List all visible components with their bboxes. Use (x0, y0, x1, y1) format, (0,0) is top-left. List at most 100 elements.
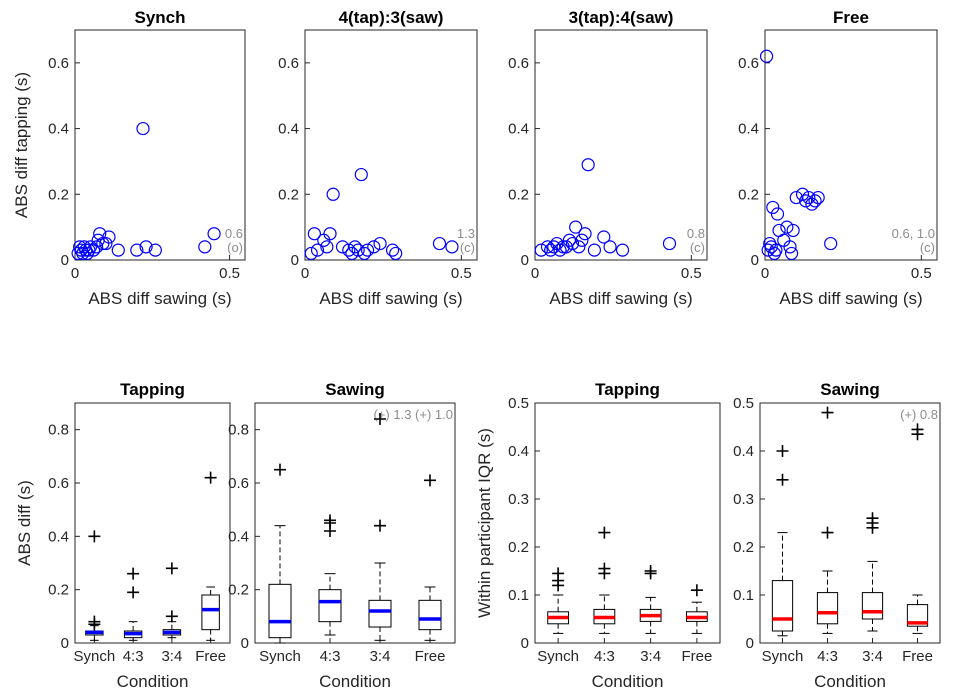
scatter-point (597, 230, 611, 244)
outlier-marker (127, 567, 140, 580)
y-tick-label: 0 (746, 635, 754, 652)
scatter-point (769, 243, 783, 257)
y-tick-label: 0.5 (733, 395, 754, 412)
y-tick-label: 0.8 (48, 422, 69, 439)
x-tick-label: Synch (537, 648, 579, 665)
y-tick-label: 0.6 (48, 55, 69, 72)
scatter-point (565, 236, 580, 251)
scatter-point (540, 240, 555, 254)
scatter-point (389, 246, 403, 261)
scatter-point (99, 236, 113, 251)
box (318, 589, 342, 623)
outlier-marker (644, 565, 657, 577)
x-axis-label: Condition (319, 672, 391, 691)
scatter-point (111, 243, 125, 257)
out-of-range-note: (+) 1.3 (+) 1.0 (374, 407, 453, 422)
out-of-range-note: 0.6, 1.0 (892, 226, 935, 241)
scatter-point (307, 227, 321, 241)
outlier-marker (776, 445, 789, 457)
x-tick-label: 0 (761, 265, 769, 282)
scatter-axes-4 (764, 29, 938, 261)
scatter-point (304, 246, 318, 261)
box (368, 599, 392, 628)
boxplot-axes-4 (759, 402, 941, 644)
scatter-point (136, 121, 150, 136)
scatter-point (348, 240, 362, 254)
scatter-point (198, 240, 212, 254)
scatter-point (786, 223, 800, 238)
box (201, 594, 220, 631)
scatter-point (357, 246, 372, 261)
x-tick-label: 0.5 (451, 265, 472, 282)
scatter-point (780, 220, 794, 234)
x-tick-label: Free (415, 648, 446, 665)
scatter-point (550, 236, 564, 251)
outlier-marker (165, 610, 178, 623)
scatter-point (373, 236, 387, 251)
boxplot-axes-2 (254, 402, 456, 644)
y-tick-label: 0.4 (508, 443, 529, 460)
boxplot-title: Sawing (820, 380, 880, 399)
scatter-point (90, 240, 104, 254)
scatter-point (207, 227, 221, 241)
boxplot-axes-3 (534, 402, 721, 644)
scatter-point (354, 167, 368, 182)
y-tick-label: 0.6 (738, 55, 759, 72)
y-axis-label: ABS diff (s) (15, 480, 34, 566)
y-tick-label: 0.2 (733, 539, 754, 556)
y-tick-label: 0 (521, 635, 529, 652)
scatter-point (544, 243, 558, 257)
y-axis-label: Within participant IQR (s) (475, 428, 494, 618)
scatter-point (385, 243, 400, 257)
y-tick-label: 0.2 (278, 186, 299, 203)
outlier-marker (204, 471, 217, 484)
outlier-marker (88, 530, 101, 543)
scatter-point (323, 227, 337, 241)
y-tick-label: 0.3 (508, 491, 529, 508)
x-axis-label: ABS diff sawing (s) (549, 289, 692, 308)
y-tick-label: 0.8 (228, 422, 249, 439)
x-tick-label: 0.5 (681, 265, 702, 282)
y-axis-label: ABS diff tapping (s) (12, 72, 31, 218)
scatter-point (93, 227, 107, 241)
y-tick-label: 0.2 (508, 539, 529, 556)
out-of-range-note: (c) (460, 240, 475, 255)
y-tick-label: 0.2 (48, 186, 69, 203)
outlier-marker (552, 567, 565, 580)
outlier-marker (374, 413, 386, 425)
y-tick-label: 0.2 (48, 582, 69, 599)
scatter-point (783, 240, 797, 254)
out-of-range-note: (c) (920, 240, 935, 255)
scatter-point (320, 240, 334, 254)
y-tick-label: 0.4 (278, 121, 299, 138)
scatter-title: Synch (134, 8, 185, 27)
boxplot-title: Tapping (120, 380, 185, 399)
scatter-point (317, 233, 331, 247)
scatter-point (662, 236, 677, 251)
scatter-point (811, 190, 825, 205)
x-tick-label: 4:3 (594, 648, 615, 665)
y-tick-label: 0.4 (48, 528, 69, 545)
scatter-point (766, 200, 780, 215)
box (861, 592, 884, 620)
scatter-title: 4(tap):3(saw) (339, 8, 444, 27)
x-axis-label: Condition (592, 672, 664, 691)
x-tick-label: 4:3 (123, 648, 144, 665)
boxplot-axes-1 (74, 402, 231, 644)
x-axis-label: ABS diff sawing (s) (319, 289, 462, 308)
scatter-axes-3 (534, 29, 708, 261)
scatter-point (578, 227, 592, 241)
scatter-point (148, 243, 162, 257)
scatter-point (784, 246, 799, 261)
x-tick-label: 0.5 (219, 265, 240, 282)
y-tick-label: 0.6 (228, 475, 249, 492)
x-axis-label: Condition (814, 672, 886, 691)
out-of-range-note: 0.8 (687, 226, 705, 241)
outlier-marker (165, 562, 178, 575)
y-tick-label: 0 (291, 252, 299, 269)
y-tick-label: 0 (61, 252, 69, 269)
scatter-point (351, 243, 365, 257)
outlier-marker (598, 562, 611, 575)
scatter-point (795, 187, 810, 201)
